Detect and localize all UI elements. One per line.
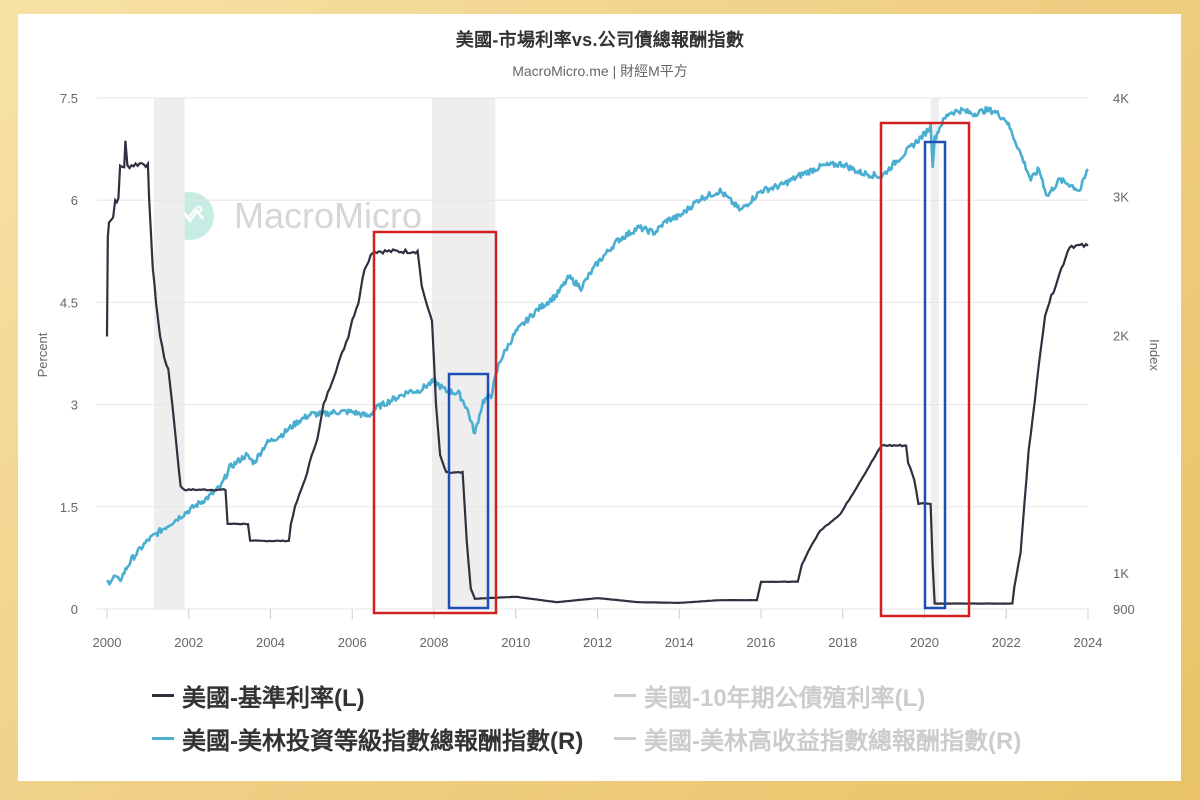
recession-band [154, 98, 185, 609]
chart-title: 美國-市場利率vs.公司債總報酬指數 [455, 30, 745, 50]
legend-label: 美國-美林高收益指數總報酬指數(R) [644, 728, 1022, 755]
x-axis: 2000 2002 2004 2006 2008 2010 2012 2014 2016 2018… [93, 609, 1103, 650]
legend-label: 美國-10年期公債殖利率(L) [644, 685, 926, 712]
legend-swatch-gray [614, 737, 636, 740]
recession-bands [154, 98, 939, 609]
y-axis-right-title: Index [1147, 339, 1162, 371]
highlight-box-red-2020 [879, 121, 971, 618]
x-tick-label: 2010 [501, 635, 530, 650]
x-tick-label: 2002 [174, 635, 203, 650]
y-left-tick-label: 0 [71, 602, 78, 617]
y-right-tick-label: 3K [1113, 190, 1129, 205]
chart-subtitle: MacroMicro.me | 財經M平方 [512, 63, 688, 79]
legend-item-10y-treasury[interactable]: 美國-10年期公債殖利率(L) [614, 678, 1034, 713]
legend-label: 美國-美林投資等級指數總報酬指數(R) [182, 728, 584, 755]
x-tick-label: 2004 [256, 635, 285, 650]
legend-item-ig-index[interactable]: 美國-美林投資等級指數總報酬指數(R) [152, 721, 614, 756]
y-right-tick-label: 900 [1113, 602, 1135, 617]
highlight-box-red-2008 [372, 230, 498, 615]
highlight-box-blue-2020 [923, 140, 947, 610]
watermark-text: MacroMicro [234, 195, 423, 236]
legend: 美國-基準利率(L) 美國-10年期公債殖利率(L) 美國-美林投資等級指數總報… [152, 678, 1052, 756]
x-tick-label: 2008 [420, 635, 449, 650]
series-fed-funds-line[interactable] [105, 140, 1089, 605]
x-tick-label: 2000 [93, 635, 122, 650]
legend-item-high-yield-index[interactable]: 美國-美林高收益指數總報酬指數(R) [614, 721, 1034, 756]
x-tick-label: 2014 [665, 635, 694, 650]
recession-band [431, 98, 496, 609]
y-axis-left-title: Percent [35, 332, 50, 377]
y-left-tick-label: 1.5 [60, 500, 78, 515]
x-tick-label: 2018 [828, 635, 857, 650]
x-tick-label: 2024 [1074, 635, 1103, 650]
x-tick-label: 2016 [747, 635, 776, 650]
gridlines [97, 97, 1088, 610]
y-left-tick-label: 6 [71, 193, 78, 208]
legend-item-fed-funds[interactable]: 美國-基準利率(L) [152, 678, 614, 713]
y-axis-right: 900 1K 2K 3K 4K [1113, 91, 1135, 617]
y-right-tick-label: 2K [1113, 328, 1129, 343]
highlight-box-blue-2008 [447, 372, 490, 610]
x-tick-label: 2022 [992, 635, 1021, 650]
highlight-boxes [372, 121, 971, 618]
y-right-tick-label: 1K [1113, 566, 1129, 581]
legend-swatch-blue [152, 737, 174, 740]
series-ig-index-line[interactable] [106, 105, 1089, 586]
x-tick-label: 2012 [583, 635, 612, 650]
watermark: MacroMicro [166, 192, 422, 240]
y-right-tick-label: 4K [1113, 91, 1129, 106]
legend-swatch-gray [614, 694, 636, 697]
recession-band [930, 98, 939, 609]
legend-swatch-dark [152, 694, 174, 697]
y-left-tick-label: 7.5 [60, 91, 78, 106]
chart-panel [18, 14, 1181, 781]
x-tick-label: 2006 [338, 635, 367, 650]
y-left-tick-label: 4.5 [60, 295, 78, 310]
y-left-tick-label: 3 [71, 398, 78, 413]
y-axis-left: 0 1.5 3 4.5 6 7.5 [60, 91, 78, 617]
legend-label: 美國-基準利率(L) [182, 685, 365, 712]
x-tick-label: 2020 [910, 635, 939, 650]
